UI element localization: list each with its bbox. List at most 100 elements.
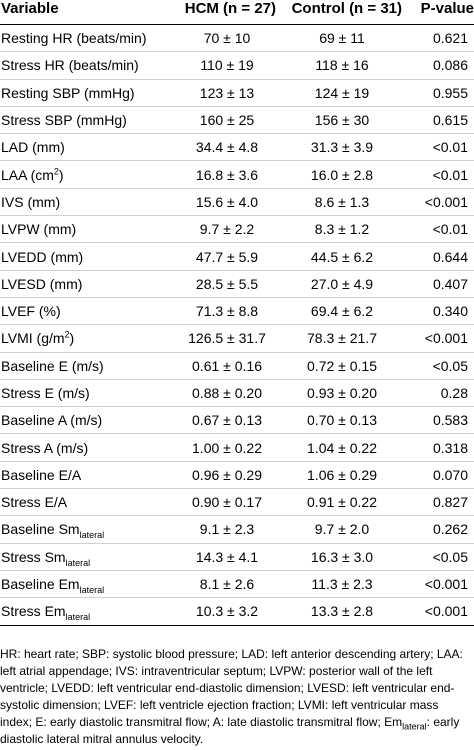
p-value: 0.407 bbox=[432, 275, 468, 292]
hcm-value: 8.1 ± 2.6 bbox=[199, 576, 255, 593]
row-variable: IVS (mm) bbox=[0, 188, 176, 215]
row-variable: LVPW (mm) bbox=[0, 216, 176, 243]
variable-label: Baseline A (m/s) bbox=[1, 412, 103, 429]
table-row: Stress Smlateral 14.3 ± 4.1 16.3 ± 3.0 <0.0… bbox=[0, 543, 474, 571]
control-value: 9.7 ± 2.0 bbox=[314, 521, 370, 538]
control-value: 16.0 ± 2.8 bbox=[310, 166, 374, 183]
row-variable: Stress SBP (mmHg) bbox=[0, 106, 176, 133]
footnote-em-subscript: lateral bbox=[402, 721, 427, 732]
row-variable: LVESD (mm) bbox=[0, 270, 176, 297]
control-value: 8.3 ± 1.2 bbox=[314, 221, 370, 238]
hcm-value: 15.6 ± 4.0 bbox=[195, 193, 259, 210]
table-row: Baseline Smlateral 9.1 ± 2.3 9.7 ± 2.0 0.26… bbox=[0, 516, 474, 544]
p-value: <0.001 bbox=[424, 330, 468, 347]
row-variable: Stress Smlateral bbox=[0, 543, 176, 570]
variable-label: LVPW (mm) bbox=[1, 221, 77, 238]
hcm-value: 28.5 ± 5.5 bbox=[195, 275, 259, 292]
p-value: <0.05 bbox=[432, 357, 468, 374]
control-value: 31.3 ± 3.9 bbox=[310, 139, 374, 156]
table-row: Baseline Emlateral 8.1 ± 2.6 11.3 ± 2.3 <0.… bbox=[0, 570, 474, 598]
table-row: Resting HR (beats/min) 70 ± 10 69 ± 11 0.62… bbox=[0, 25, 474, 52]
footnote-text: HR: heart rate; SBP: systolic blood pres… bbox=[0, 647, 463, 729]
row-variable: Baseline E/A bbox=[0, 461, 176, 488]
variable-label: LAD (mm) bbox=[1, 139, 65, 156]
control-value: 1.04 ± 0.22 bbox=[307, 439, 377, 456]
p-value: 0.615 bbox=[432, 112, 468, 129]
table-row: Stress E/A 0.90 ± 0.17 0.91 ± 0.22 0.827 bbox=[0, 489, 474, 516]
header-hcm: HCM (n = 27) bbox=[184, 0, 276, 17]
table-row: LAD (mm) 34.4 ± 4.8 31.3 ± 3.9 <0.01 bbox=[0, 134, 474, 161]
variable-label: Stress E (m/s) bbox=[1, 385, 90, 401]
table-row: Stress HR (beats/min) 110 ± 19 118 ± 16 0.0… bbox=[0, 52, 474, 80]
table-row: Stress SBP (mmHg) 160 ± 25 156 ± 30 0.615 bbox=[0, 106, 474, 134]
row-variable: Baseline A (m/s) bbox=[0, 407, 176, 434]
p-value: 0.644 bbox=[432, 248, 468, 265]
p-value: 0.583 bbox=[432, 412, 468, 429]
p-value: <0.01 bbox=[432, 221, 468, 238]
variable-label: LVMI (g/m bbox=[1, 330, 65, 347]
table-footnote: HR: heart rate; SBP: systolic blood pres… bbox=[0, 646, 472, 748]
header-p-value: P-value bbox=[420, 0, 474, 17]
variable-superscript: 2 bbox=[53, 165, 59, 176]
footnote-em-text: : early diastolic lateral mitral annulus… bbox=[0, 715, 460, 746]
hcm-value: 0.96 ± 0.29 bbox=[192, 466, 262, 483]
row-variable: Baseline Emlateral bbox=[0, 570, 176, 597]
table-row: LVESD (mm) 28.5 ± 5.5 27.0 ± 4.9 0.407 bbox=[0, 270, 474, 298]
variable-label: Stress A (m/s) bbox=[1, 439, 89, 456]
table-row: Baseline E (m/s) 0.61 ± 0.16 0.72 ± 0.15 <0… bbox=[0, 352, 474, 380]
row-variable: Baseline Smlateral bbox=[0, 516, 176, 543]
variable-subscript: lateral bbox=[65, 612, 91, 623]
hcm-value: 0.88 ± 0.20 bbox=[192, 385, 262, 401]
control-value: 118 ± 16 bbox=[315, 57, 369, 74]
data-table-container: Variable HCM (n = 27) Control (n = 31) P… bbox=[0, 0, 474, 626]
table-row: Stress E (m/s) 0.88 ± 0.20 0.93 ± 0.20 0.28 bbox=[0, 379, 474, 407]
table-row: LVEF (%) 71.3 ± 8.8 69.4 ± 6.2 0.340 bbox=[0, 297, 474, 325]
variable-label: LAA (cm bbox=[1, 166, 54, 183]
control-value: 1.06 ± 0.29 bbox=[307, 466, 377, 483]
hcm-value: 34.4 ± 4.8 bbox=[195, 139, 259, 156]
comparison-table: Variable HCM (n = 27) Control (n = 31) P… bbox=[0, 0, 474, 626]
control-value: 13.3 ± 2.8 bbox=[310, 603, 374, 620]
p-value: 0.086 bbox=[432, 57, 468, 74]
hcm-value: 123 ± 13 bbox=[199, 84, 255, 101]
control-value: 69 ± 11 bbox=[319, 30, 365, 47]
hcm-value: 110 ± 19 bbox=[200, 57, 254, 74]
hcm-value: 126.5 ± 31.7 bbox=[188, 330, 266, 347]
control-value: 11.3 ± 2.3 bbox=[311, 576, 373, 593]
table-row: Resting SBP (mmHg) 123 ± 13 124 ± 19 0.955 bbox=[0, 79, 474, 107]
control-value: 69.4 ± 6.2 bbox=[310, 303, 374, 320]
table-row: Baseline E/A 0.96 ± 0.29 1.06 ± 0.29 0.070 bbox=[0, 461, 474, 489]
row-variable: LAD (mm) bbox=[0, 134, 176, 161]
p-value: 0.28 bbox=[440, 385, 468, 401]
variable-label: Resting SBP (mmHg) bbox=[1, 84, 135, 101]
variable-label: Baseline E (m/s) bbox=[1, 357, 104, 374]
p-value: 0.262 bbox=[432, 521, 468, 538]
variable-label: Baseline E/A bbox=[1, 466, 82, 483]
control-value: 0.72 ± 0.15 bbox=[307, 357, 377, 374]
control-value: 44.5 ± 6.2 bbox=[310, 248, 374, 265]
variable-superscript: 2 bbox=[64, 329, 70, 340]
p-value: <0.01 bbox=[432, 139, 468, 156]
hcm-value: 9.1 ± 2.3 bbox=[199, 521, 255, 538]
row-variable: Baseline E (m/s) bbox=[0, 352, 176, 379]
control-value: 16.3 ± 3.0 bbox=[310, 548, 374, 565]
row-variable: Stress Emlateral bbox=[0, 598, 176, 625]
table-row: IVS (mm) 15.6 ± 4.0 8.6 ± 1.3 <0.001 bbox=[0, 188, 474, 216]
variable-label: Baseline Sm bbox=[1, 521, 80, 538]
variable-label: Stress E/A bbox=[1, 494, 68, 511]
table-row: LAA (cm2) 16.8 ± 3.6 16.0 ± 2.8 <0.01 bbox=[0, 161, 474, 189]
variable-label: Stress Em bbox=[1, 603, 66, 620]
table-row: LVPW (mm) 9.7 ± 2.2 8.3 ± 1.2 <0.01 bbox=[0, 216, 474, 243]
p-value: 0.340 bbox=[432, 303, 468, 320]
control-value: 78.3 ± 21.7 bbox=[307, 330, 377, 347]
hcm-value: 10.3 ± 3.2 bbox=[195, 603, 259, 620]
control-value: 156 ± 30 bbox=[314, 112, 370, 129]
variable-label: IVS (mm) bbox=[1, 193, 61, 210]
header-control: Control (n = 31) bbox=[291, 0, 402, 17]
control-value: 0.93 ± 0.20 bbox=[307, 385, 377, 401]
table-row: LVMI (g/m2) 126.5 ± 31.7 78.3 ± 21.7 <0.001 bbox=[0, 325, 474, 353]
header-variable: Variable bbox=[1, 0, 59, 17]
p-value: 0.070 bbox=[432, 466, 468, 483]
control-value: 124 ± 19 bbox=[314, 84, 370, 101]
p-value: <0.001 bbox=[424, 576, 468, 593]
